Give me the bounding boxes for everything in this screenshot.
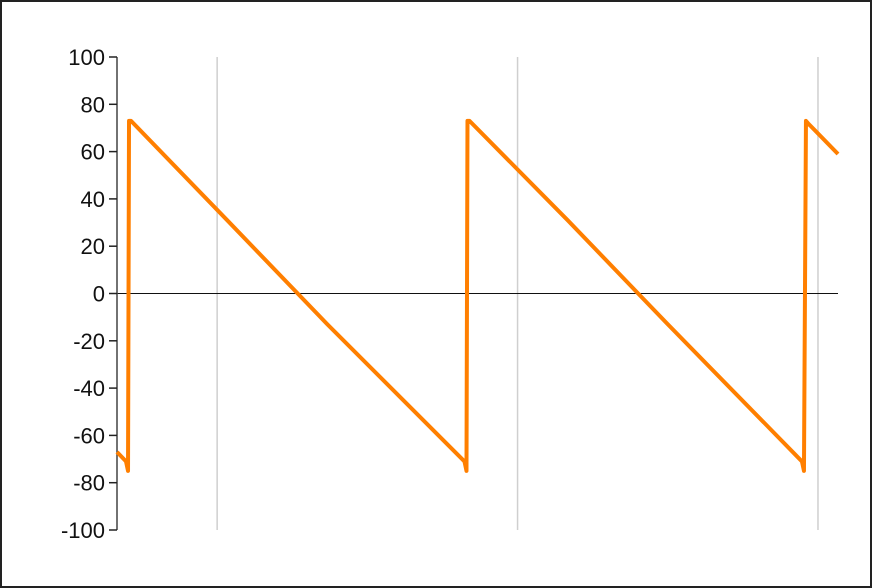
y-tick-label: 80 <box>81 92 105 117</box>
y-tick-label: 0 <box>93 282 105 307</box>
y-tick-label: -20 <box>73 329 105 354</box>
y-tick-label: 20 <box>81 234 105 259</box>
y-tick-label: -60 <box>73 423 105 448</box>
y-tick-label: 40 <box>81 187 105 212</box>
y-tick-label: 60 <box>81 140 105 165</box>
y-tick-label: -40 <box>73 376 105 401</box>
y-tick-label: -100 <box>61 518 105 543</box>
y-tick-label: 100 <box>68 45 105 70</box>
y-tick-label: -80 <box>73 471 105 496</box>
series-line <box>115 118 840 473</box>
